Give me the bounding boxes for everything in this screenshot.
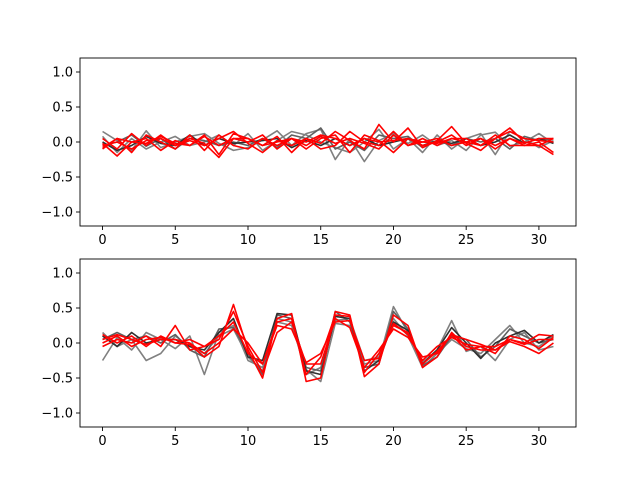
- y-tick-label: −0.5: [41, 171, 73, 186]
- series-line-9: [102, 134, 554, 150]
- x-tick-label: 30: [531, 233, 548, 248]
- y-tick-label: 0.5: [52, 302, 73, 317]
- subplots: 0 5 10 15 20 25 30 −1.0 −0.5 0.0 0.5 1.0 0 5 10 15 20 25 3…: [41, 57, 577, 449]
- y-tick-label: −1.0: [41, 206, 73, 221]
- x-tick-label: 25: [458, 233, 475, 248]
- y-tick-label: 1.0: [52, 267, 73, 282]
- x-tick-label: 0: [98, 233, 106, 248]
- y-tick-label: 0.0: [52, 337, 73, 352]
- x-tick-label: 15: [312, 233, 329, 248]
- x-tick-label: 5: [171, 434, 179, 449]
- series-group: [101, 123, 554, 163]
- x-tick-label: 5: [171, 233, 179, 248]
- y-tick-label: −1.0: [41, 407, 73, 422]
- x-tick-label: 10: [240, 434, 257, 449]
- series-line-8: [102, 319, 554, 365]
- x-tick-label: 25: [458, 434, 475, 449]
- y-tick-label: 1.0: [52, 66, 73, 81]
- x-tick-label: 0: [98, 434, 106, 449]
- x-tick-label: 20: [385, 233, 402, 248]
- x-tick-label: 15: [312, 434, 329, 449]
- series-group: [101, 303, 554, 383]
- y-tick-label: 0.0: [52, 136, 73, 151]
- x-tick-label: 10: [240, 233, 257, 248]
- x-tick-label: 20: [385, 434, 402, 449]
- y-tick-label: −0.5: [41, 372, 73, 387]
- series-line-2: [101, 128, 554, 156]
- x-tick-label: 30: [531, 434, 548, 449]
- series-line-7: [102, 310, 554, 374]
- subplot-1: 0 5 10 15 20 25 30 −1.0 −0.5 0.0 0.5 1.0: [41, 57, 577, 248]
- y-tick-label: 0.5: [52, 101, 73, 116]
- subplot-2: 0 5 10 15 20 25 30 −1.0 −0.5 0.0 0.5 1.0: [41, 258, 577, 449]
